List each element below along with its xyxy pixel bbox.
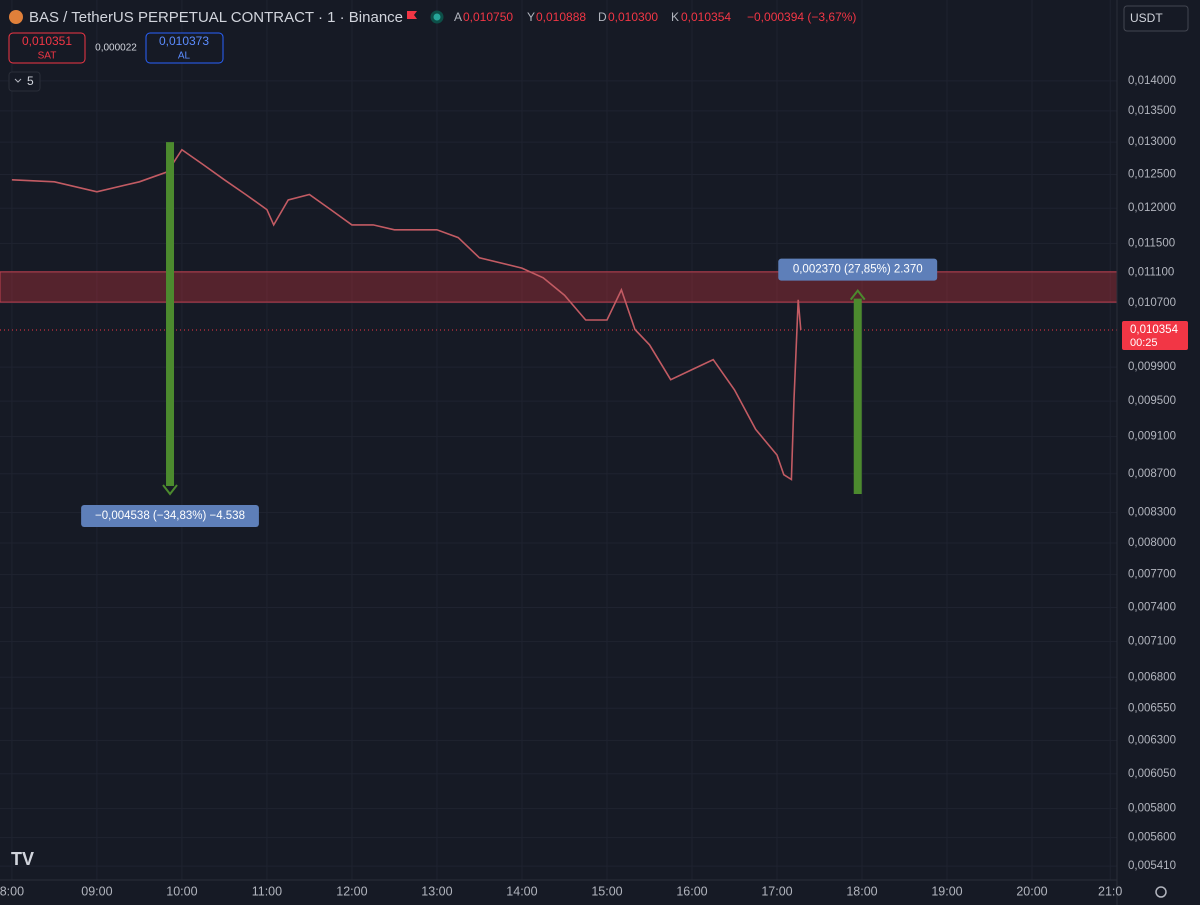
countdown: 00:25 bbox=[1130, 337, 1158, 349]
x-tick-label: 19:00 bbox=[931, 884, 962, 898]
ohlc-key: A bbox=[454, 10, 462, 24]
x-tick-label: 20:00 bbox=[1016, 884, 1047, 898]
x-tick-label: 8:00 bbox=[0, 884, 24, 898]
y-tick-label: 0,005410 bbox=[1128, 860, 1176, 872]
measure-label-box bbox=[81, 504, 259, 527]
logo[interactable]: TV bbox=[11, 849, 34, 869]
y-tick-label: 0,011500 bbox=[1128, 237, 1175, 249]
ohlc-change: −0,000394 (−3,67%) bbox=[747, 10, 856, 24]
x-tick-label: 15:00 bbox=[591, 884, 622, 898]
y-tick-label: 0,009900 bbox=[1128, 361, 1176, 373]
y-tick-label: 0,008000 bbox=[1128, 537, 1176, 549]
arrow-head bbox=[849, 289, 866, 301]
currency-select[interactable] bbox=[1123, 5, 1189, 32]
x-tick-label: 12:00 bbox=[336, 884, 367, 898]
arrow-head bbox=[162, 484, 178, 496]
buy-price: 0,010373 bbox=[159, 34, 209, 48]
x-tick-label: 11:00 bbox=[252, 884, 282, 898]
x-tick-label: 18:00 bbox=[846, 884, 877, 898]
flag-icon[interactable] bbox=[407, 11, 417, 19]
price-line bbox=[11, 148, 802, 481]
ohlc-key: D bbox=[598, 10, 607, 24]
y-tick-label: 0,008700 bbox=[1128, 468, 1176, 480]
chevron-icon bbox=[14, 78, 22, 83]
plot: −0,004538 (−34,83%) −4.538 0,002370 (27,8… bbox=[0, 0, 1118, 880]
x-tick-label: 13:00 bbox=[421, 884, 452, 898]
ohlc-key: K bbox=[671, 10, 679, 24]
y-tick-label: 0,009500 bbox=[1128, 395, 1176, 407]
y-tick-label: 0,012500 bbox=[1128, 169, 1176, 181]
measure-label: 0,002370 (27,85%) 2.370 bbox=[793, 264, 923, 276]
y-tick-label: 0,008300 bbox=[1128, 507, 1176, 519]
y-tick-label: 0,007400 bbox=[1128, 601, 1176, 613]
indicators-toggle[interactable] bbox=[8, 71, 41, 92]
measure-label-box bbox=[778, 258, 938, 281]
y-tick-label: 0,012000 bbox=[1128, 202, 1176, 214]
indicators-count: 5 bbox=[27, 74, 34, 88]
sell-button[interactable] bbox=[8, 32, 86, 64]
x-tick-label: 14:00 bbox=[506, 884, 537, 898]
y-tick-label: 0,006300 bbox=[1128, 734, 1176, 746]
y-tick-label: 0,014000 bbox=[1128, 75, 1176, 87]
y-tick-label: 0,007100 bbox=[1128, 636, 1176, 648]
last-price-label: 0,010354 bbox=[1130, 324, 1179, 336]
x-tick-label: 21:0 bbox=[1098, 884, 1122, 898]
y-tick-label: 0,009100 bbox=[1128, 431, 1176, 443]
y-tick-label: 0,006050 bbox=[1128, 768, 1176, 780]
settings-icon[interactable] bbox=[1155, 886, 1167, 898]
buy-button[interactable] bbox=[145, 32, 224, 64]
y-tick-label: 0,013500 bbox=[1128, 105, 1176, 117]
y-tick-label: 0,006800 bbox=[1128, 671, 1176, 683]
ohlc-value: 0,010750 bbox=[463, 10, 513, 24]
y-tick-label: 0,013000 bbox=[1128, 136, 1176, 148]
symbol-title[interactable]: BAS / TetherUS PERPETUAL CONTRACT · 1 · … bbox=[29, 9, 403, 26]
y-tick-label: 0,005800 bbox=[1128, 803, 1176, 815]
y-tick-label: 0,007700 bbox=[1128, 569, 1176, 581]
ohlc-key: Y bbox=[527, 10, 535, 24]
symbol-icon bbox=[9, 10, 23, 24]
y-tick-label: 0,006550 bbox=[1128, 702, 1176, 714]
ohlc-value: 0,010888 bbox=[536, 10, 586, 24]
y-tick-label: 0,010700 bbox=[1128, 297, 1176, 309]
sell-price: 0,010351 bbox=[22, 34, 72, 48]
measure-label: −0,004538 (−34,83%) −4.538 bbox=[95, 510, 245, 522]
ohlc-value: 0,010354 bbox=[681, 10, 731, 24]
x-tick-label: 17:00 bbox=[761, 884, 792, 898]
ohlc-value: 0,010300 bbox=[608, 10, 658, 24]
x-tick-label: 16:00 bbox=[676, 884, 707, 898]
y-tick-label: 0,005600 bbox=[1128, 832, 1176, 844]
x-tick-label: 09:00 bbox=[81, 884, 112, 898]
buy-label: AL bbox=[178, 51, 191, 62]
last-price-box bbox=[1122, 321, 1188, 351]
currency-label: USDT bbox=[1130, 11, 1163, 25]
x-tick-label: 10:00 bbox=[166, 884, 197, 898]
y-tick-label: 0,011100 bbox=[1128, 267, 1174, 279]
spread: 0,000022 bbox=[95, 43, 137, 54]
status-dot bbox=[430, 10, 444, 24]
sell-label: SAT bbox=[38, 51, 57, 62]
